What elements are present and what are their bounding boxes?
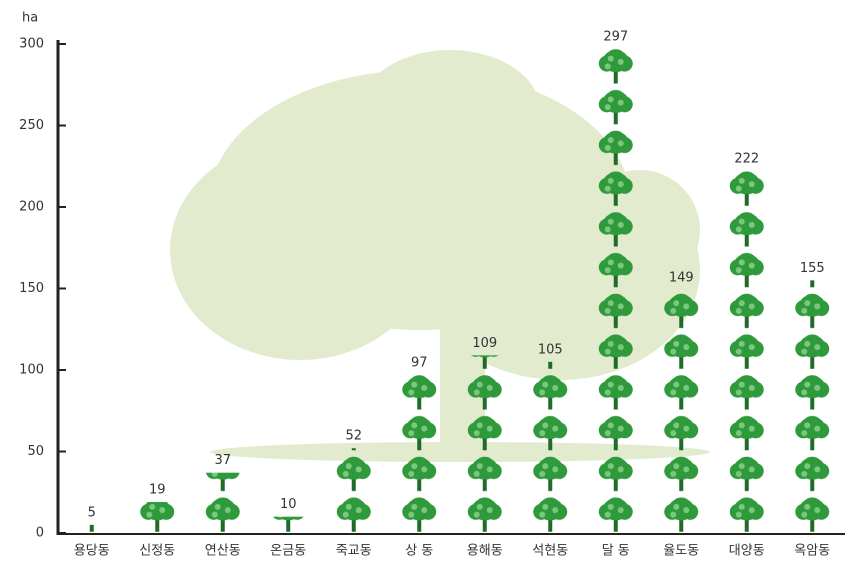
- bar: [393, 374, 445, 533]
- value-label: 37: [214, 453, 231, 468]
- x-tick-label: 신정동: [139, 544, 175, 559]
- value-label: 5: [88, 505, 96, 520]
- x-tick-label: 용당동: [74, 544, 110, 559]
- bar: [524, 361, 576, 533]
- x-tick-label: 율도동: [663, 544, 699, 559]
- y-tick-label: 250: [19, 118, 44, 133]
- bar: [131, 502, 183, 533]
- y-tick-label: 300: [19, 37, 44, 52]
- bar: [262, 516, 314, 533]
- x-tick-label: 석현동: [532, 544, 568, 559]
- bar: [66, 524, 118, 533]
- y-tick-label: 150: [19, 281, 44, 296]
- x-tick-label: 상 동: [405, 544, 433, 559]
- y-tick-label: 0: [36, 526, 44, 541]
- value-label: 297: [603, 29, 628, 44]
- y-tick-label: 200: [19, 200, 44, 215]
- x-tick-label: 온금동: [270, 544, 306, 559]
- value-label: 105: [538, 342, 563, 357]
- bar: [786, 280, 838, 533]
- value-label: 52: [345, 429, 362, 444]
- y-axis-label: ha: [22, 11, 38, 26]
- bar: [590, 48, 642, 533]
- y-tick-label: 50: [27, 444, 44, 459]
- x-tick-label: 연산동: [205, 544, 241, 559]
- value-label: 149: [669, 271, 694, 286]
- bar: [328, 448, 380, 533]
- value-label: 222: [734, 152, 759, 167]
- bar: [655, 290, 707, 533]
- bar: [459, 355, 511, 533]
- value-label: 155: [800, 261, 825, 276]
- value-label: 109: [472, 336, 497, 351]
- x-tick-label: 옥암동: [794, 544, 830, 559]
- value-label: 10: [280, 497, 297, 512]
- x-tick-label: 대양동: [729, 544, 765, 559]
- x-tick-label: 죽교동: [336, 544, 372, 559]
- x-tick-label: 용해동: [467, 544, 503, 559]
- x-tick-label: 달 동: [602, 544, 630, 559]
- bar: [721, 171, 773, 533]
- bar: [197, 472, 249, 533]
- value-label: 19: [149, 483, 166, 498]
- y-tick-label: 100: [19, 363, 44, 378]
- value-label: 97: [411, 355, 428, 370]
